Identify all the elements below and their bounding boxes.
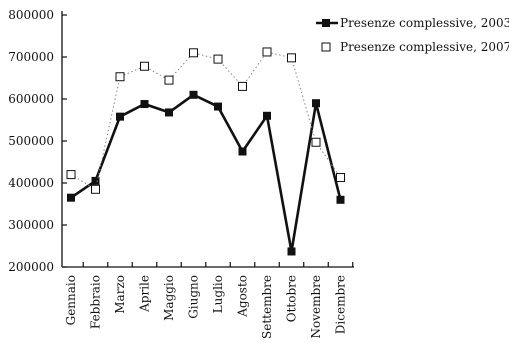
- data-point: [214, 102, 222, 111]
- data-point: [91, 176, 100, 185]
- y-tick-label: 200000: [8, 260, 54, 274]
- series-line: [70, 51, 341, 191]
- legend-label-2007: Presenze complessive, 2007: [340, 40, 509, 54]
- data-point: [262, 47, 272, 57]
- data-point: [336, 195, 345, 204]
- data-point: [287, 53, 296, 63]
- y-tick-label: 700000: [8, 50, 54, 64]
- data-point: [238, 81, 247, 91]
- y-axis-ticks: 200000 300000 400000 500000 600000 700000 8000…: [8, 8, 67, 274]
- x-axis-ticks: Gennaio Febbraio Marzo Aprile Maggio Giugno Lu…: [64, 262, 354, 339]
- x-tick-label: Aprile: [138, 275, 152, 313]
- data-point: [164, 75, 174, 85]
- x-tick-label: Giugno: [187, 275, 201, 319]
- x-tick-label: Ottobre: [285, 275, 299, 322]
- x-tick-label: Marzo: [113, 275, 127, 314]
- x-tick-label: Gennaio: [64, 275, 78, 325]
- data-point: [238, 147, 247, 156]
- legend-marker-2007: [321, 42, 331, 52]
- data-point: [115, 72, 125, 82]
- axes: [61, 11, 354, 268]
- y-tick-label: 400000: [8, 176, 54, 190]
- legend-label-2003: Presenze complessive, 2003: [340, 16, 509, 30]
- y-tick-label: 800000: [8, 8, 54, 22]
- data-point: [213, 54, 223, 64]
- data-point: [140, 100, 149, 109]
- data-point: [287, 247, 296, 256]
- data-point: [312, 99, 320, 108]
- x-tick-label: Dicembre: [334, 275, 348, 334]
- series-2003: [67, 90, 345, 256]
- series-line: [70, 93, 342, 253]
- data-point: [311, 137, 321, 147]
- x-tick-label: Novembre: [309, 275, 323, 339]
- data-point: [67, 193, 75, 202]
- y-tick-label: 600000: [8, 92, 54, 106]
- y-tick-label: 300000: [8, 218, 54, 232]
- y-tick-label: 500000: [8, 134, 54, 148]
- legend-marker-2003: [322, 19, 330, 27]
- x-tick-label: Luglio: [211, 275, 225, 313]
- x-tick-label: Maggio: [162, 275, 176, 321]
- data-point: [189, 48, 198, 58]
- data-point: [140, 61, 149, 71]
- legend: Presenze complessive, 2003 Presenze comp…: [316, 16, 509, 54]
- data-point: [263, 111, 271, 120]
- data-point: [116, 112, 124, 121]
- data-point: [336, 173, 345, 183]
- data-point: [91, 184, 100, 194]
- data-point: [66, 170, 76, 180]
- data-point: [189, 90, 198, 99]
- x-tick-label: Febbraio: [89, 275, 103, 329]
- data-point: [165, 108, 173, 117]
- x-tick-label: Settembre: [260, 275, 274, 339]
- series-layer: [66, 47, 345, 256]
- x-tick-label: Agosto: [236, 275, 250, 318]
- series-2007: [66, 47, 345, 194]
